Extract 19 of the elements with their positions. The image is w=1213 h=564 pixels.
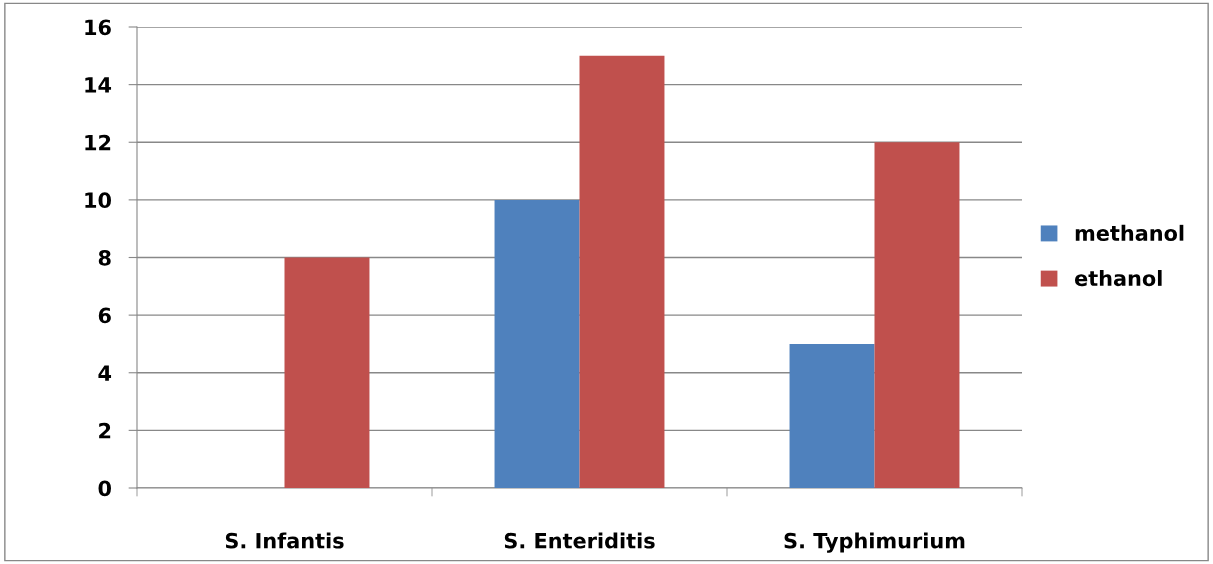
bar [494, 199, 580, 488]
legend-label: ethanol [1074, 270, 1162, 287]
y-tick-label: 0 [98, 480, 111, 497]
y-tick-label: 10 [85, 192, 111, 209]
bar [789, 343, 875, 488]
bar [284, 257, 370, 488]
x-tick-label: S. Infantis [225, 532, 344, 549]
x-tick-label: S. Enteriditis [504, 532, 655, 549]
y-tick-label: 12 [85, 134, 111, 151]
bar [579, 55, 665, 488]
y-tick-label: 14 [85, 77, 112, 93]
y-tick-label: 6 [98, 307, 111, 324]
bar [874, 142, 960, 488]
x-tick-label: S. Typhimurium [784, 532, 965, 553]
y-tick-label: 4 [98, 365, 112, 381]
y-tick-label: 16 [85, 19, 111, 36]
legend-label: methanol [1075, 224, 1184, 241]
y-tick-label: 2 [99, 422, 111, 439]
y-tick-label: 8 [98, 249, 111, 266]
